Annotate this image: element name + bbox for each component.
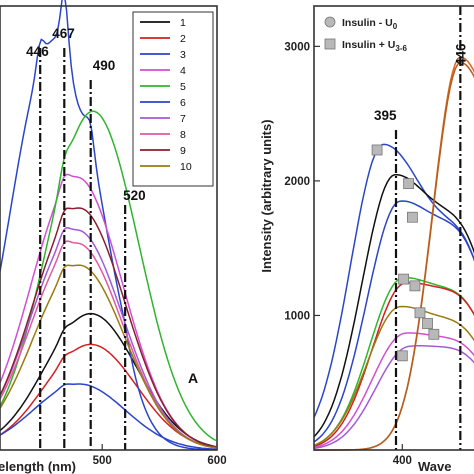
square-marker [403, 178, 415, 190]
legend-label: 9 [180, 145, 186, 157]
annotation-label: 395 [374, 108, 397, 123]
x-tick-label: 500 [93, 455, 112, 467]
legend-label: 5 [180, 81, 186, 93]
series-line [313, 345, 474, 450]
y-axis-label: Intensity (arbitrary units) [259, 119, 274, 272]
annotation-label: 446 [453, 43, 468, 66]
series-10-line [0, 264, 217, 449]
panel-a-ticks [101, 444, 218, 450]
series-1-line [0, 312, 217, 448]
panel-a-curves [0, 0, 217, 451]
panel-a: 446 467 490 520 500 600 elength (nm) A 1… [0, 0, 227, 474]
x-axis-label: elength (nm) [0, 459, 76, 474]
panel-b-markers [371, 144, 440, 362]
panel-b-reference-lines [394, 6, 462, 450]
square-marker [428, 328, 440, 340]
x-tick-label: 400 [393, 455, 412, 467]
annotation-label: 467 [52, 26, 75, 41]
y-tick-label: 2000 [284, 176, 310, 188]
square-marker [406, 211, 418, 223]
series-line [313, 305, 474, 446]
annotation-label: 520 [123, 188, 146, 203]
legend-label: 8 [180, 129, 186, 141]
square-marker [414, 307, 426, 319]
square-marker [409, 280, 421, 292]
square-marker [398, 273, 409, 285]
x-axis-label: Wave [418, 459, 451, 474]
legend-square-marker [324, 38, 336, 50]
series-7-line [0, 226, 216, 449]
legend-label: 3 [180, 49, 186, 61]
x-tick-label: 600 [207, 455, 226, 467]
legend-circle-marker [324, 16, 336, 28]
legend-label: 2 [180, 33, 186, 45]
series-3-line [0, 0, 216, 451]
legend-label: 1 [180, 17, 186, 29]
square-marker [396, 350, 408, 362]
legend: Insulin - U0 Insulin + U3-6 [324, 16, 408, 53]
legend-label: Insulin + U3-6 [342, 39, 408, 53]
legend-label: Insulin - U0 [342, 17, 398, 31]
panel-a-frame [0, 5, 218, 451]
series-line [313, 332, 474, 449]
legend: 1 2 3 4 5 6 7 8 9 10 [132, 11, 214, 187]
annotation-label: 490 [93, 58, 116, 73]
series-line [313, 200, 474, 443]
legend-label: 4 [180, 65, 186, 77]
square-marker [422, 318, 433, 329]
square-marker [371, 144, 383, 156]
panel-a-reference-lines [39, 48, 127, 450]
legend-label: 10 [180, 161, 192, 173]
annotation-label: 446 [26, 44, 49, 59]
panel-label: A [188, 370, 198, 386]
series-9-line [0, 207, 217, 448]
panel-b-frame [313, 5, 474, 451]
y-tick-label: 3000 [284, 41, 310, 53]
legend-label: 7 [180, 113, 186, 125]
panel-b-ticks [314, 45, 403, 450]
legend-box [132, 11, 214, 187]
panel-b: 1000 2000 3000 400 Intensity (arbitrary … [259, 5, 474, 474]
legend-label: 6 [180, 97, 186, 109]
series-6-line [0, 383, 216, 450]
y-tick-label: 1000 [284, 310, 310, 322]
